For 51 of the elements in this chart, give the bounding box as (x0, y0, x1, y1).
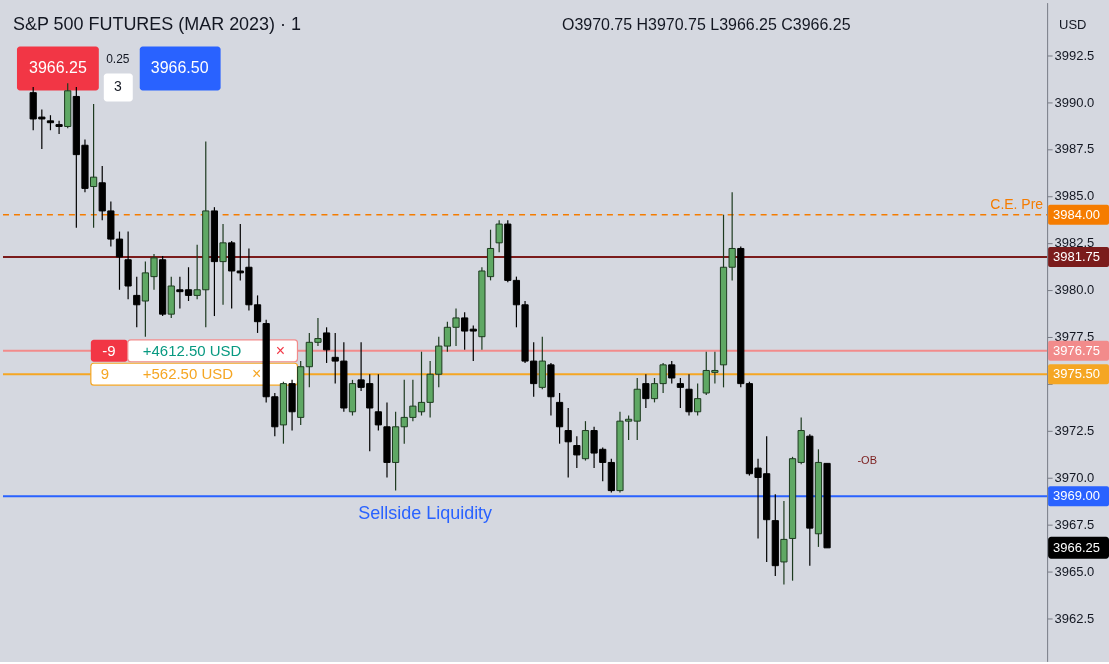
candlestick (469, 324, 477, 362)
annotation: 3 (113, 78, 122, 95)
candlestick (374, 373, 382, 432)
candlestick (564, 407, 572, 479)
y-tick-label: 3987.5 (1054, 141, 1095, 157)
candlestick (573, 435, 581, 469)
y-tick-label: 3977.5 (1054, 329, 1095, 345)
y-tick-label: 3962.5 (1054, 610, 1095, 626)
candlestick (89, 103, 98, 229)
annotation: × (251, 365, 262, 383)
candlestick (322, 326, 331, 364)
y-tick-label: 3967.5 (1054, 516, 1095, 532)
annotation: 3966.25 (29, 59, 87, 77)
candlestick (685, 373, 693, 417)
ref-line-label: 3975.50 (1053, 366, 1100, 382)
ref-line-label: 3981.75 (1053, 248, 1100, 264)
candlestick (676, 377, 684, 409)
annotation: × (275, 341, 286, 359)
candlestick (495, 219, 503, 253)
annotation: -OB (857, 453, 877, 466)
annotation: -9 (102, 341, 116, 359)
y-tick-label: 3990.0 (1054, 94, 1095, 110)
annotation: 9 (100, 365, 110, 383)
text: O3970.75 H3970.75 L3966.25 C3966.25 (561, 15, 851, 33)
y-tick-label: 3980.0 (1054, 282, 1095, 298)
text: S&P 500 FUTURES (MAR 2023) · 1 (12, 13, 301, 34)
candlestick (694, 383, 702, 417)
annotation: C.E. Pre (990, 195, 1044, 212)
candlestick (55, 120, 63, 135)
ref-line-label: 3984.00 (1053, 206, 1100, 222)
candlestick (219, 223, 227, 306)
y-tick-label: 3985.0 (1054, 188, 1095, 204)
candlestick (133, 276, 141, 328)
annotation: Sellside Liquidity (358, 503, 493, 524)
candlestick (642, 373, 650, 409)
candlestick (461, 311, 469, 351)
annotation: 3966.50 (150, 59, 209, 77)
y-tick-label: 3970.0 (1054, 469, 1095, 485)
ref-line-label: 3976.75 (1053, 342, 1100, 358)
y-tick-label: 3982.5 (1054, 235, 1095, 251)
ref-line-label: 3969.00 (1053, 488, 1100, 504)
y-tick-label: 3972.5 (1054, 423, 1095, 439)
annotation: +4612.50 USD (142, 341, 242, 359)
y-tick-label: 3992.5 (1054, 47, 1095, 63)
y-tick-label: 3965.0 (1054, 563, 1095, 579)
candlestick (668, 360, 676, 385)
y-axis-title: USD (1059, 16, 1087, 32)
annotation: +562.50 USD (142, 365, 234, 383)
text: 3966.25 (1053, 539, 1100, 555)
annotation: 0.25 (106, 52, 130, 67)
candlestick (780, 500, 788, 586)
